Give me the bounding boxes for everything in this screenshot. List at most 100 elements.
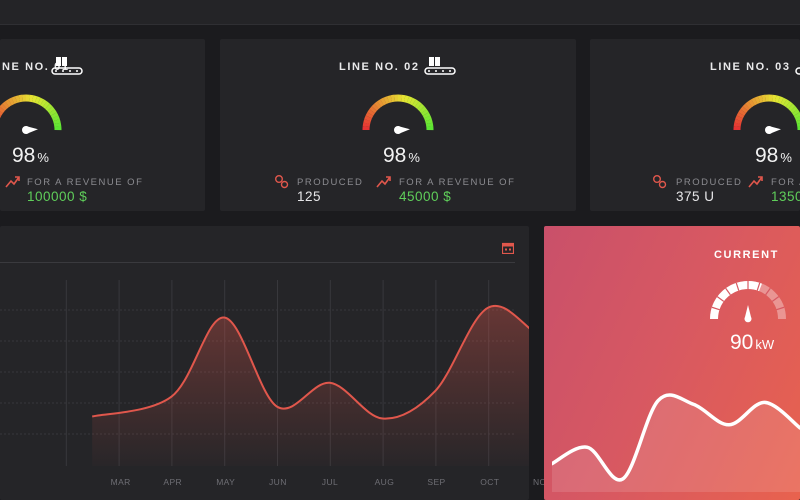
current-card: [544, 226, 800, 500]
conveyor-icon: [51, 57, 83, 75]
gauge-segment: [406, 96, 413, 105]
gauge-segment: [736, 112, 745, 119]
current-wave-line: [552, 393, 800, 482]
gauge-segment: [400, 94, 406, 103]
line-1-percent-unit: %: [37, 150, 49, 165]
gauge-segment: [771, 94, 777, 103]
gauge-segment: [793, 112, 800, 119]
gauge-segment: [28, 94, 34, 103]
line-3-percent: 98%: [755, 144, 792, 168]
line-2-produced-value: 125: [297, 189, 322, 204]
line-2-produced-label: PRODUCED: [297, 177, 364, 188]
gauge-segment: [777, 96, 784, 105]
current-gauge-fill: [710, 281, 762, 320]
gauge-segment: [788, 103, 796, 112]
line-1-gauge: [0, 94, 62, 134]
production-area-chart: [0, 280, 529, 466]
line-2-percent-unit: %: [408, 150, 420, 165]
month-label: JUN: [269, 477, 287, 487]
gauge-segment: [745, 101, 753, 109]
gauge-segment: [53, 119, 61, 125]
gauge-segment: [34, 96, 41, 105]
month-label: AUG: [374, 477, 395, 487]
gauge-segment: [364, 115, 373, 122]
gauge-segment: [45, 103, 53, 112]
current-gauge-tick: [725, 287, 731, 296]
gauge-segment: [761, 94, 767, 103]
calendar-icon[interactable]: [502, 242, 514, 254]
gauge-hub: [765, 126, 773, 134]
month-label: MAY: [216, 477, 236, 487]
line-1-revenue-value: 100000 $: [27, 189, 88, 204]
line-3-revenue-label: FOR A REVENUE OF: [771, 177, 800, 188]
chart-area-fill: [92, 305, 529, 466]
month-label: SEP: [427, 477, 446, 487]
line-1-revenue-label: FOR A REVENUE OF: [27, 177, 144, 188]
gauge-segment: [414, 101, 422, 109]
gauge-segment: [0, 103, 8, 111]
gauge-segment: [2, 101, 10, 109]
month-label: MAR: [110, 477, 131, 487]
gauge-segment: [31, 95, 38, 103]
gauge-segment: [37, 97, 44, 106]
gauge-segment: [49, 109, 57, 116]
gauge-segment: [792, 109, 800, 116]
line-2-revenue-value: 45000 $: [399, 189, 452, 204]
line-1-percent-value: 98: [12, 144, 36, 167]
month-label: OCT: [480, 477, 500, 487]
gauge-segment: [742, 103, 751, 111]
line-2-percent: 98%: [383, 144, 420, 168]
gauge-segment: [424, 115, 432, 122]
gauge-segment: [409, 97, 416, 106]
line-3-revenue-value: 1350: [771, 189, 800, 204]
current-value: 90 kW: [730, 331, 774, 355]
line-3-percent-unit: %: [780, 150, 792, 165]
line-3-produced-label: PRODUCED: [676, 177, 743, 188]
top-bar: [0, 0, 800, 25]
gauge-segment: [774, 95, 781, 103]
month-label: JUL: [321, 477, 339, 487]
current-value-unit: kW: [755, 337, 775, 352]
gauge-segment: [369, 106, 377, 114]
gauge-segment: [748, 99, 755, 107]
gauge-segment: [738, 109, 747, 116]
gears-icon: [653, 175, 667, 189]
month-label: APR: [163, 477, 183, 487]
gauge-segment: [380, 97, 387, 106]
gauge-segment: [52, 115, 60, 122]
gauge-segment: [733, 122, 742, 128]
gauge-segment: [735, 115, 744, 122]
current-gauge-tick: [765, 287, 771, 296]
gauge-segment: [8, 97, 15, 106]
line-3-produced-value: 375 U: [676, 189, 715, 204]
gauge-segment: [42, 101, 50, 109]
gauge-segment: [371, 103, 380, 111]
gauge-segment: [751, 97, 758, 106]
line-2-gauge: [362, 94, 434, 134]
gauge-segment: [785, 101, 793, 109]
current-wave-fill: [552, 394, 800, 492]
gauge-segment: [783, 99, 790, 108]
trend-up-icon: [5, 176, 20, 188]
gauge-segment: [50, 112, 59, 119]
gauge-segment: [365, 112, 374, 119]
line-2-title: LINE NO. 02: [339, 61, 420, 73]
line-3-percent-value: 98: [755, 144, 779, 167]
gauge-segment: [758, 95, 764, 103]
gauge-segment: [734, 118, 742, 125]
gauge-segment: [421, 109, 429, 116]
chart-divider: [0, 262, 515, 263]
gauge-segment: [425, 119, 433, 125]
gauge-segment: [417, 103, 425, 112]
gauge-segment: [53, 122, 62, 128]
current-gauge-tick: [776, 306, 785, 311]
current-gauge-tick: [735, 282, 740, 291]
gauge-segment: [18, 94, 24, 103]
current-title: CURRENT: [714, 249, 779, 261]
gauge-hub: [22, 126, 30, 134]
trend-up-icon: [376, 176, 391, 188]
line-card-1: [0, 39, 205, 211]
gauge-segment: [374, 101, 382, 109]
conveyor-icon: [424, 57, 456, 75]
gauge-segment: [403, 95, 410, 103]
